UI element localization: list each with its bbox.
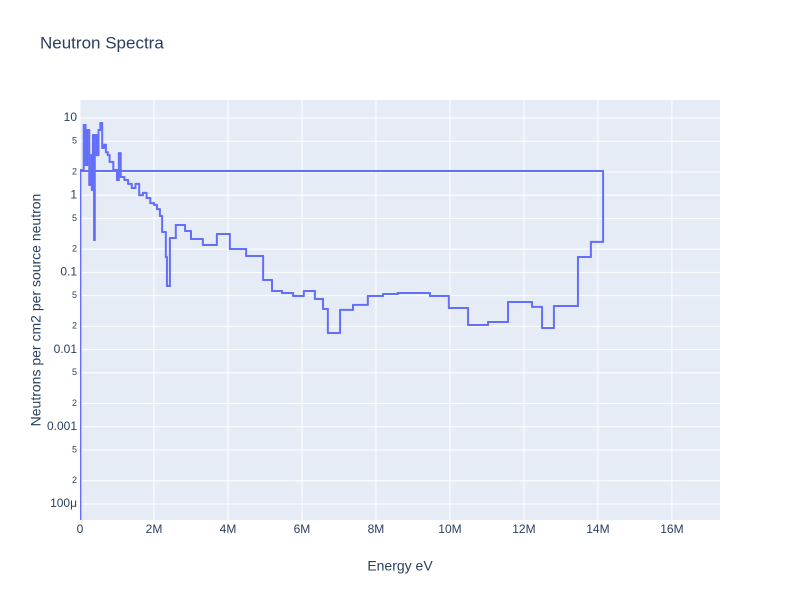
x-tick-label: 14M [586,522,609,536]
y-tick-label: 100μ [50,496,77,510]
y-tick-label: 0.1 [60,265,77,279]
x-tick-label: 0 [77,522,84,536]
grid [79,100,720,520]
y-tick-label: 2 [72,398,77,408]
x-tick-label: 8M [368,522,385,536]
x-tick-label: 6M [294,522,311,536]
x-axis-title: Energy eV [367,558,433,574]
plot-area [80,100,720,520]
y-tick-label: 2 [72,321,77,331]
y-tick-label: 2 [72,475,77,485]
y-tick-label: 2 [72,244,77,254]
y-tick-label: 5 [72,290,77,300]
x-tick-label: 10M [438,522,461,536]
x-tick-label: 12M [512,522,535,536]
x-tick-label: 2M [146,522,163,536]
y-tick-label: 2 [72,166,77,176]
y-tick-label: 5 [72,213,77,223]
y-tick-label: 1 [70,187,77,201]
y-tick-label: 5 [72,367,77,377]
y-tick-label: 5 [72,444,77,454]
y-tick-label: 0.01 [54,342,78,356]
y-tick-label: 0.001 [47,419,77,433]
y-tick-label: 10 [64,110,78,124]
x-tick-label: 4M [220,522,237,536]
y-tick-label: 5 [72,136,77,146]
y-axis-title: Neutrons per cm2 per source neutron [28,194,44,427]
chart-title: Neutron Spectra [40,33,164,52]
x-tick-label: 16M [660,522,683,536]
plot-marks [80,122,605,520]
